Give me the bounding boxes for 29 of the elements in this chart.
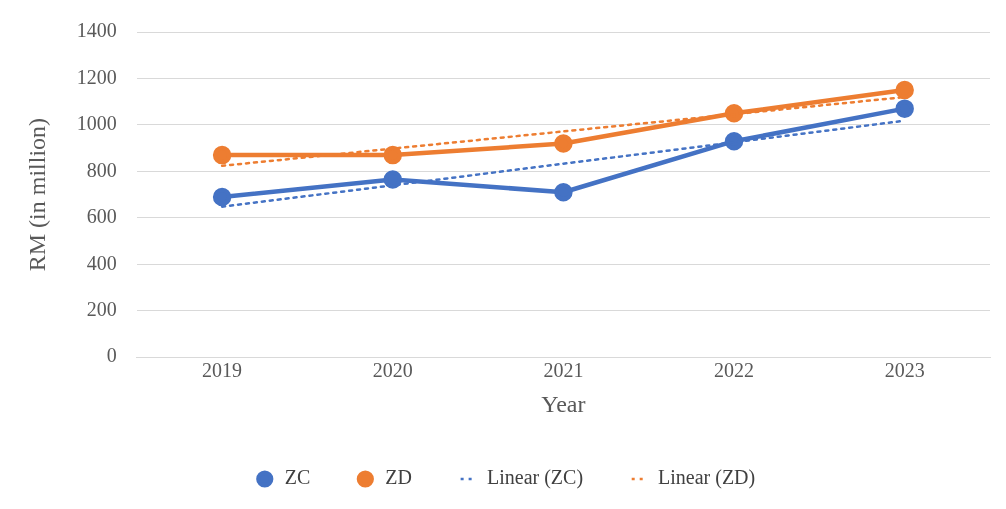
y-tick-label: 400	[86, 251, 117, 274]
legend-label: ZD	[385, 466, 412, 489]
x-axis-title: Year	[541, 390, 586, 417]
point	[383, 170, 403, 189]
x-tick-label: 2022	[714, 359, 755, 382]
point	[895, 99, 914, 118]
y-axis-title: RM (in million)	[23, 117, 50, 272]
legend-label: Linear (ZD)	[658, 466, 756, 490]
x-tick-label: 2020	[372, 359, 413, 382]
y-tick-label: 1200	[76, 65, 117, 88]
point	[212, 145, 232, 165]
point	[554, 183, 573, 202]
legend-label: Linear (ZC)	[486, 466, 584, 490]
legend-label: ZC	[284, 466, 311, 489]
y-tick-label: 600	[86, 205, 117, 228]
y-tick-label: 0	[106, 344, 117, 367]
point	[895, 80, 914, 100]
point	[212, 187, 232, 207]
point	[724, 131, 744, 151]
y-tick-label: 1400	[76, 19, 117, 42]
y-tick-label: 200	[86, 297, 117, 320]
point	[724, 104, 744, 123]
point	[383, 145, 403, 165]
x-tick-label: 2021	[543, 359, 584, 382]
y-tick-label: 1000	[76, 112, 117, 135]
y-tick-label: 800	[86, 158, 117, 181]
point	[554, 134, 573, 153]
x-tick-label: 2019	[202, 359, 243, 382]
x-tick-label: 2023	[884, 359, 925, 382]
